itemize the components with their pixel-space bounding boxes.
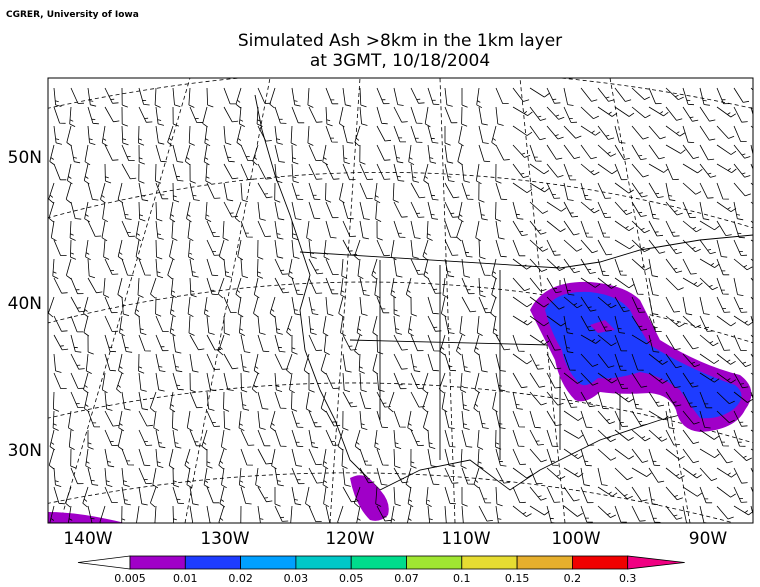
colorbar-segment xyxy=(461,555,518,570)
colorbar-label: 0.03 xyxy=(284,572,309,585)
colorbar-segment xyxy=(572,555,629,570)
ash-plume xyxy=(590,320,615,333)
lon-label: 130W xyxy=(200,529,249,549)
colorbar: 0.005 0.01 0.02 0.03 0.05 0.07 0.1 0.15 0.2 0.3 xyxy=(77,555,685,585)
map-frame xyxy=(47,77,754,524)
colorbar-label: 0.2 xyxy=(564,572,582,585)
lat-label: 50N xyxy=(8,148,42,168)
colorbar-segment xyxy=(516,555,573,570)
colorbar-segment xyxy=(240,555,297,570)
colorbar-segment xyxy=(295,555,352,570)
colorbar-label: 0.1 xyxy=(453,572,471,585)
title-line: Simulated Ash >8km in the 1km layer xyxy=(238,31,562,51)
lat-label: 40N xyxy=(8,294,42,314)
colorbar-arrow xyxy=(77,555,131,570)
wind-barb-field xyxy=(48,87,753,523)
lon-label: 110W xyxy=(441,529,490,549)
lon-label: 100W xyxy=(551,529,600,549)
title-line: at 3GMT, 10/18/2004 xyxy=(310,51,490,71)
colorbar-label: 0.07 xyxy=(394,572,419,585)
axis-labels: 50N 40N 30N 140W 130W 120W 110W 100W 90W xyxy=(8,148,728,549)
colorbar-label: 0.15 xyxy=(505,572,530,585)
colorbar-label: 0.02 xyxy=(228,572,253,585)
colorbar-label: 0.3 xyxy=(619,572,637,585)
colorbar-segment xyxy=(184,555,242,570)
colorbar-segment xyxy=(129,555,186,570)
map-area xyxy=(48,78,753,523)
map-background xyxy=(48,78,753,523)
lat-label: 30N xyxy=(8,441,42,461)
colorbar-label: 0.005 xyxy=(114,572,146,585)
ash-plume xyxy=(48,512,125,523)
colorbar-segment xyxy=(350,555,407,570)
credit: CGRER, University of Iowa xyxy=(6,10,139,20)
colorbar-label: 0.05 xyxy=(339,572,364,585)
colorbar-arrow xyxy=(627,555,685,570)
lon-label: 140W xyxy=(63,529,112,549)
colorbar-label: 0.01 xyxy=(173,572,198,585)
colorbar-segment xyxy=(406,555,463,570)
wind-barbs xyxy=(48,87,753,523)
lon-label: 120W xyxy=(325,529,374,549)
lon-label: 90W xyxy=(689,529,728,549)
